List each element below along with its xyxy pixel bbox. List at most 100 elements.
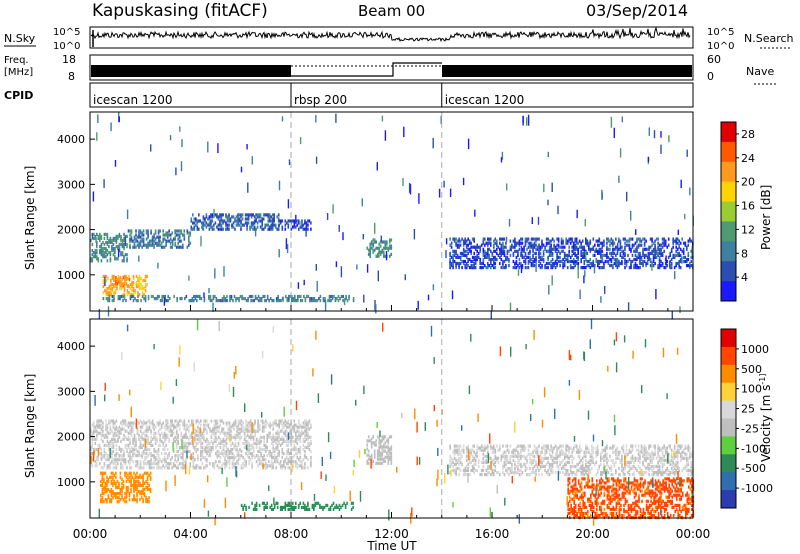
colorbar-swatch [721, 281, 736, 302]
echo-cell [230, 425, 232, 429]
echo-cell [485, 458, 488, 462]
echo-cell [117, 294, 120, 299]
echo-cell [183, 464, 186, 468]
echo-cell [123, 452, 125, 456]
echo-cell [172, 437, 175, 441]
echo-cell [369, 246, 371, 250]
echo-cell [299, 225, 302, 229]
echo-cell [402, 178, 404, 187]
echo-cell [148, 462, 151, 466]
echo-cell [589, 249, 592, 253]
echo-cell [255, 501, 258, 505]
echo-cell [270, 503, 273, 507]
echo-cell [218, 466, 220, 470]
echo-cell [527, 241, 530, 245]
echo-cell [126, 449, 128, 454]
echo-cell [379, 443, 382, 447]
echo-cell [506, 444, 509, 448]
echo-cell [293, 443, 296, 447]
echo-cell [390, 457, 393, 461]
echo-cell [184, 297, 186, 301]
echo-cell [247, 215, 250, 219]
echo-cell [169, 233, 172, 237]
echo-cell [601, 257, 603, 263]
echo-cell [539, 460, 542, 464]
echo-cell [221, 441, 223, 445]
echo-cell [298, 464, 300, 468]
echo-cell [640, 257, 643, 262]
echo-cell [679, 241, 682, 245]
echo-cell [499, 448, 501, 452]
echo-cell [117, 429, 119, 433]
echo-cell [194, 433, 196, 437]
echo-cell [520, 241, 522, 245]
echo-cell [370, 441, 373, 445]
echo-cell [506, 466, 509, 471]
echo-cell [93, 431, 95, 435]
echo-cell [254, 441, 256, 445]
echo-cell [512, 458, 515, 462]
echo-cell [250, 299, 252, 303]
echo-cell [616, 259, 619, 264]
echo-cell [583, 247, 586, 251]
echo-cell [95, 236, 97, 244]
echo-cell [234, 421, 237, 425]
echo-cell [500, 245, 503, 249]
echo-cell [134, 289, 136, 293]
echo-cell [572, 243, 575, 247]
echo-cell [118, 245, 121, 249]
echo-cell [129, 456, 131, 460]
echo-cell [120, 466, 122, 470]
echo-cell [246, 223, 248, 227]
echo-cell [647, 156, 650, 163]
echo-cell [376, 449, 379, 453]
echo-cell [163, 447, 166, 452]
echo-cell [615, 237, 617, 241]
echo-cell [94, 427, 97, 431]
echo-cell [449, 243, 451, 247]
echo-cell [146, 477, 149, 481]
echo-cell [539, 261, 542, 266]
echo-cell [547, 444, 549, 448]
echo-cell [106, 500, 108, 504]
echo-cell [548, 452, 551, 456]
echo-cell [150, 460, 152, 464]
echo-cell [220, 223, 223, 227]
echo-cell [250, 213, 253, 217]
echo-cell [279, 429, 282, 433]
echo-cell [387, 453, 390, 457]
echo-cell [566, 253, 569, 257]
echo-cell [254, 456, 256, 460]
colorbar-frame [720, 121, 737, 302]
echo-cell [246, 429, 249, 433]
echo-cell [237, 441, 240, 445]
echo-cell [239, 431, 241, 435]
echo-cell [136, 494, 138, 498]
echo-cell [679, 247, 682, 251]
echo-cell [449, 259, 451, 264]
echo-cell [162, 435, 164, 439]
echo-cell [565, 473, 567, 477]
echo-cell [520, 261, 522, 266]
echo-cell [545, 266, 548, 270]
echo-cell [157, 231, 160, 235]
echo-cell [544, 266, 546, 270]
echo-cell [526, 255, 528, 259]
echo-cell [292, 456, 294, 460]
echo-cell [120, 429, 122, 433]
echo-cell [547, 471, 549, 475]
echo-cell [612, 266, 614, 270]
echo-cell [542, 249, 545, 253]
echo-cell [518, 243, 521, 247]
echo-cell [144, 276, 147, 281]
echo-cell [289, 452, 291, 456]
echo-cell [90, 427, 92, 431]
echo-cell [277, 294, 279, 299]
echo-cell [180, 452, 183, 456]
echo-cell [124, 473, 126, 477]
echo-cell [258, 445, 261, 450]
echo-cell [309, 297, 311, 301]
echo-cell [110, 494, 113, 498]
echo-cell [115, 280, 117, 284]
echo-cell [676, 253, 679, 257]
